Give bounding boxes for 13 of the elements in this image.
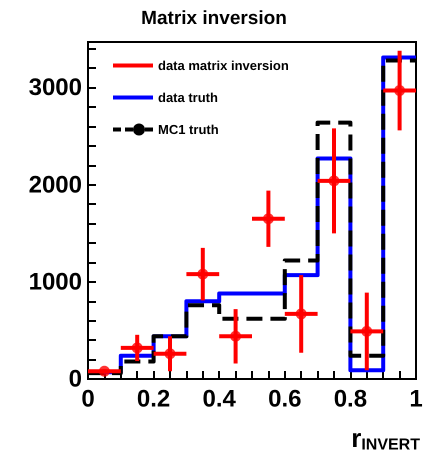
legend-label: data truth xyxy=(158,90,218,105)
y-tick-label: 0 xyxy=(68,366,82,392)
chart-title: Matrix inversion xyxy=(141,8,287,29)
x-tick-label: 0.2 xyxy=(136,386,170,412)
x-tick-label: 0.4 xyxy=(202,386,237,412)
x-tick-label: 1 xyxy=(409,386,423,412)
x-tick-label: 0.8 xyxy=(334,386,368,412)
y-tick-label: 1000 xyxy=(28,268,82,296)
x-tick-label: 0.6 xyxy=(268,386,302,412)
y-tick-label: 3000 xyxy=(28,74,82,102)
legend-label: data matrix inversion xyxy=(158,58,289,73)
legend-label: MC1 truth xyxy=(158,122,219,137)
y-tick-label: 2000 xyxy=(28,171,82,198)
